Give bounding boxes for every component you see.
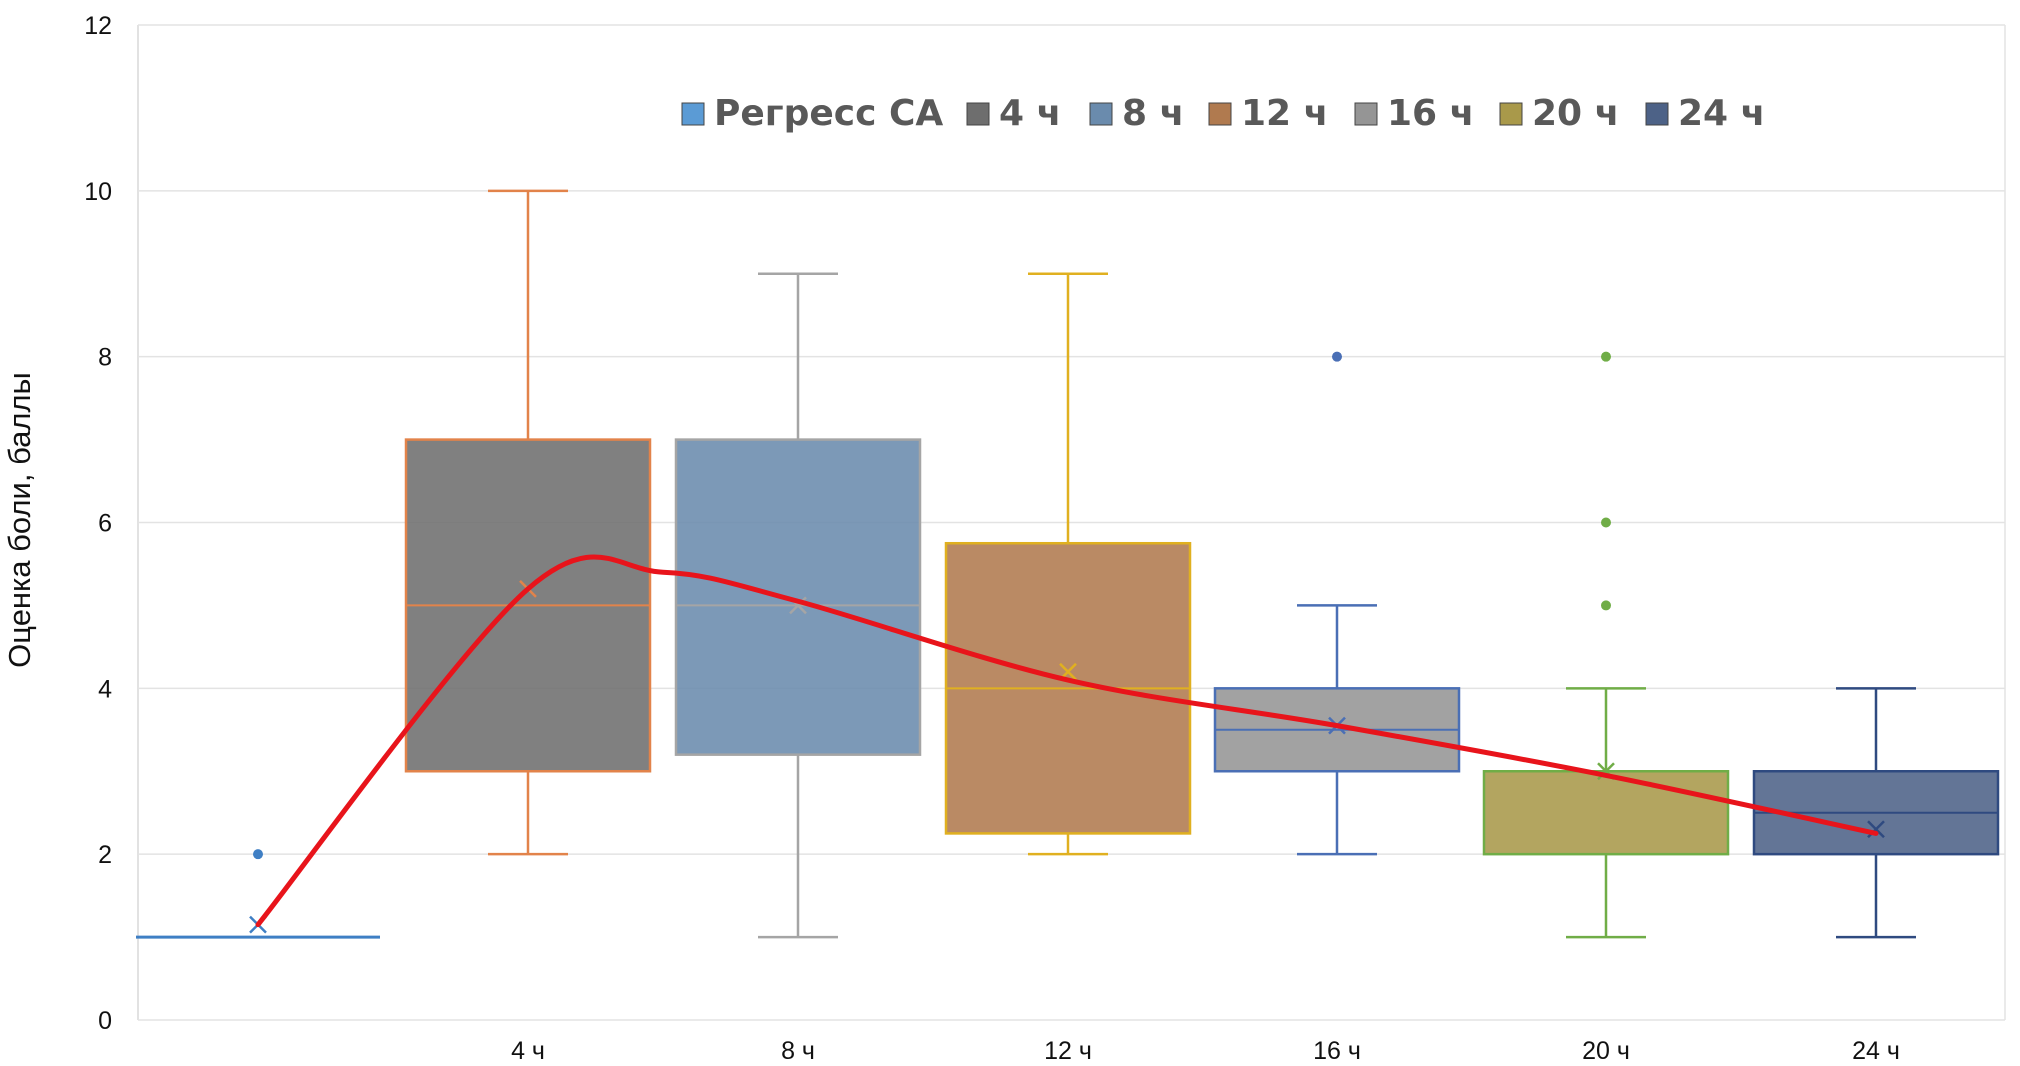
y-axis-ticks: 0 2 4 6 8 10 12: [84, 12, 112, 1035]
box-rect: [674, 438, 922, 756]
legend-swatch: [1354, 102, 1378, 126]
y-tick-label: 8: [98, 344, 112, 372]
legend-label: 20 ч: [1532, 93, 1619, 134]
outlier-point: [1332, 351, 1342, 362]
y-tick-label: 6: [98, 510, 112, 538]
outlier-point: [253, 849, 263, 860]
legend: Регресс СА 4 ч 8 ч 12 ч 16 ч 20 ч 24 ч: [681, 93, 1765, 134]
trend-line: [255, 554, 1879, 928]
box-6: [1482, 351, 1730, 939]
box-4: [944, 272, 1192, 856]
x-axis-ticks: 4 ч 8 ч 12 ч 16 ч 20 ч 24 ч: [511, 1037, 1900, 1065]
box-5: [1213, 351, 1461, 856]
outlier-point: [1601, 600, 1611, 611]
legend-swatch: [966, 102, 990, 126]
legend-swatch: [1499, 102, 1523, 126]
y-tick-label: 2: [98, 841, 112, 869]
legend-swatch: [1089, 102, 1113, 126]
box-7: [1752, 687, 2000, 939]
outlier-point: [1601, 517, 1611, 528]
legend-label: 16 ч: [1387, 93, 1474, 134]
legend-item: 4 ч: [966, 93, 1061, 134]
box-rect: [1482, 770, 1730, 856]
y-tick-label: 12: [84, 12, 112, 40]
x-tick-label: 8 ч: [781, 1037, 815, 1065]
x-tick-label: 4 ч: [511, 1037, 545, 1065]
y-axis-label: Оценка боли, баллы: [2, 372, 37, 668]
x-tick-label: 12 ч: [1044, 1037, 1092, 1065]
legend-item: 16 ч: [1354, 93, 1474, 134]
box-2: [404, 189, 652, 856]
box-3: [674, 272, 922, 939]
outlier-point: [1601, 351, 1611, 362]
legend-item: Регресс СА: [681, 93, 943, 134]
trend-curve: [255, 554, 1879, 928]
y-tick-label: 0: [98, 1007, 112, 1035]
legend-label: 24 ч: [1678, 93, 1765, 134]
legend-item: 20 ч: [1499, 93, 1619, 134]
legend-swatch: [1645, 102, 1669, 126]
legend-label: Регресс СА: [714, 93, 943, 134]
legend-swatch: [1208, 102, 1232, 126]
legend-item: 12 ч: [1208, 93, 1328, 134]
x-tick-label: 20 ч: [1582, 1037, 1630, 1065]
box-plots: [136, 189, 2000, 939]
legend-swatch: [681, 102, 705, 126]
legend-label: 4 ч: [999, 93, 1061, 134]
y-tick-label: 10: [84, 178, 112, 206]
legend-item: 24 ч: [1645, 93, 1765, 134]
legend-label: 12 ч: [1241, 93, 1328, 134]
legend-label: 8 ч: [1122, 93, 1184, 134]
x-tick-label: 16 ч: [1313, 1037, 1361, 1065]
legend-item: 8 ч: [1089, 93, 1184, 134]
y-tick-label: 4: [98, 675, 112, 703]
x-tick-label: 24 ч: [1852, 1037, 1900, 1065]
